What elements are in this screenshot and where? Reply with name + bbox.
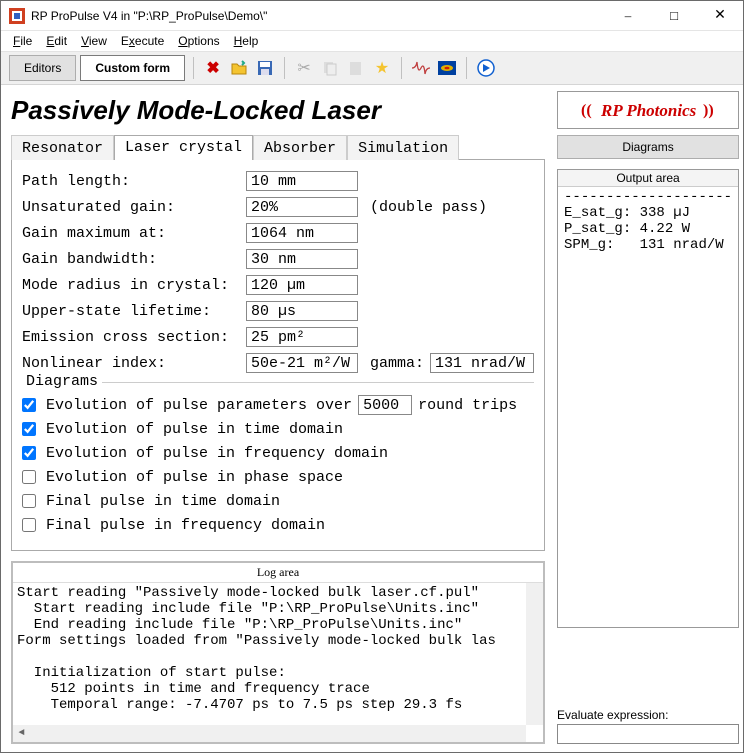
output-body: -------------------- E_sat_g: 338 µJ P_s… (558, 187, 738, 627)
gain-max-label: Gain maximum at: (22, 225, 246, 242)
tab-simulation[interactable]: Simulation (347, 135, 459, 160)
log-area: Log area Start reading "Passively mode-l… (11, 561, 545, 744)
path-length-label: Path length: (22, 173, 246, 190)
play-icon[interactable] (475, 57, 497, 79)
diagrams-legend: Diagrams (22, 373, 102, 390)
spectrum-icon[interactable] (436, 57, 458, 79)
menu-view[interactable]: View (75, 33, 113, 49)
save-icon[interactable] (254, 57, 276, 79)
maximize-button[interactable]: □ (651, 1, 697, 30)
log-body[interactable]: Start reading "Passively mode-locked bul… (13, 583, 543, 742)
tab-content: Path length: Unsaturated gain: (double pa… (11, 159, 545, 551)
title-bar: RP ProPulse V4 in "P:\RP_ProPulse\Demo\"… (1, 1, 743, 31)
tab-absorber[interactable]: Absorber (253, 135, 347, 160)
editors-button[interactable]: Editors (9, 55, 76, 81)
diag-label-5: Final pulse in frequency domain (46, 517, 325, 534)
output-header: Output area (558, 170, 738, 187)
mode-radius-label: Mode radius in crystal: (22, 277, 246, 294)
mode-radius-input[interactable] (246, 275, 358, 295)
nonlinear-label: Nonlinear index: (22, 355, 246, 372)
svg-text:RP Photonics: RP Photonics (600, 101, 697, 120)
nonlinear-input[interactable] (246, 353, 358, 373)
app-icon (9, 8, 25, 24)
custom-form-button[interactable]: Custom form (80, 55, 185, 81)
tab-resonator[interactable]: Resonator (11, 135, 114, 160)
upper-state-label: Upper-state lifetime: (22, 303, 246, 320)
unsat-gain-label: Unsaturated gain: (22, 199, 246, 216)
window-title: RP ProPulse V4 in "P:\RP_ProPulse\Demo\" (31, 9, 605, 23)
path-length-input[interactable] (246, 171, 358, 191)
menu-file[interactable]: File (7, 33, 38, 49)
close-button[interactable]: ✕ (697, 1, 743, 30)
diag-label-0a: Evolution of pulse parameters over (46, 397, 352, 414)
round-trips-input[interactable] (358, 395, 412, 415)
log-scrollbar-horizontal[interactable]: ◄ (13, 725, 526, 742)
emission-cs-label: Emission cross section: (22, 329, 246, 346)
menu-options[interactable]: Options (172, 33, 225, 49)
gain-bw-label: Gain bandwidth: (22, 251, 246, 268)
diag-label-4: Final pulse in time domain (46, 493, 280, 510)
paste-icon[interactable] (345, 57, 367, 79)
diag-check-4[interactable] (22, 494, 36, 508)
menu-help[interactable]: Help (228, 33, 265, 49)
favorite-icon[interactable]: ★ (371, 57, 393, 79)
cut-icon[interactable]: ✂ (293, 57, 315, 79)
page-title: Passively Mode-Locked Laser (11, 95, 545, 126)
pulse-icon[interactable] (410, 57, 432, 79)
logo: (( RP Photonics )) (557, 91, 739, 129)
unsat-gain-extra: (double pass) (370, 199, 487, 216)
diag-check-1[interactable] (22, 422, 36, 436)
delete-icon[interactable]: ✖ (202, 57, 224, 79)
svg-text:)): )) (703, 102, 714, 119)
diag-check-0[interactable] (22, 398, 36, 412)
log-scrollbar-vertical[interactable] (526, 583, 543, 725)
unsat-gain-input[interactable] (246, 197, 358, 217)
diag-check-3[interactable] (22, 470, 36, 484)
eval-input[interactable] (557, 724, 739, 744)
menu-bar: File Edit View Execute Options Help (1, 31, 743, 51)
diag-check-5[interactable] (22, 518, 36, 532)
open-icon[interactable] (228, 57, 250, 79)
diag-label-1: Evolution of pulse in time domain (46, 421, 343, 438)
copy-icon[interactable] (319, 57, 341, 79)
diagrams-button[interactable]: Diagrams (557, 135, 739, 159)
upper-state-input[interactable] (246, 301, 358, 321)
gain-max-input[interactable] (246, 223, 358, 243)
tab-laser-crystal[interactable]: Laser crystal (114, 135, 253, 160)
output-area: Output area -------------------- E_sat_g… (557, 169, 739, 628)
tab-strip: Resonator Laser crystal Absorber Simulat… (11, 135, 545, 160)
eval-label: Evaluate expression: (557, 702, 739, 722)
gamma-input[interactable] (430, 353, 534, 373)
svg-text:((: (( (581, 102, 592, 119)
diag-label-0b: round trips (418, 397, 517, 414)
diag-check-2[interactable] (22, 446, 36, 460)
emission-cs-input[interactable] (246, 327, 358, 347)
log-header: Log area (13, 563, 543, 583)
gain-bw-input[interactable] (246, 249, 358, 269)
menu-edit[interactable]: Edit (40, 33, 73, 49)
diag-label-2: Evolution of pulse in frequency domain (46, 445, 388, 462)
menu-execute[interactable]: Execute (115, 33, 170, 49)
diag-label-3: Evolution of pulse in phase space (46, 469, 343, 486)
toolbar: Editors Custom form ✖ ✂ ★ (1, 51, 743, 85)
gamma-label: gamma: (370, 355, 424, 372)
minimize-button[interactable]: – (605, 1, 651, 30)
